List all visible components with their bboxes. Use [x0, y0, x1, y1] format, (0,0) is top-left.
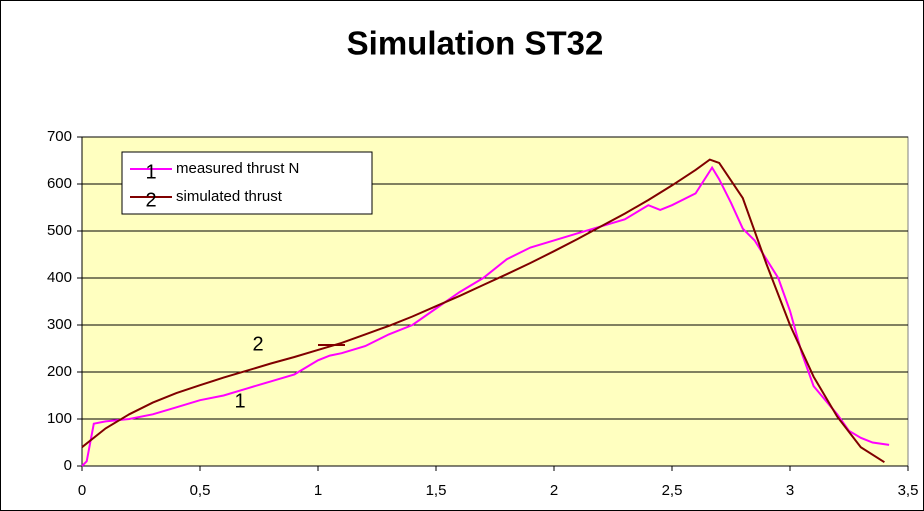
y-tick-label: 700	[47, 128, 72, 145]
x-tick-label: 0	[78, 482, 86, 499]
y-tick-label: 200	[47, 363, 72, 380]
chart-title: Simulation ST32	[347, 25, 604, 62]
y-tick-label: 100	[47, 410, 72, 427]
x-tick-label: 1,5	[426, 482, 447, 499]
x-tick-label: 3	[786, 482, 794, 499]
x-tick-label: 3,5	[898, 482, 919, 499]
series-line	[81, 158, 885, 464]
legend-label: simulated thrust	[176, 188, 283, 205]
series-line	[81, 165, 890, 467]
y-tick-label: 500	[47, 222, 72, 239]
legend-label: measured thrust N	[176, 160, 299, 177]
series-label: 1	[234, 390, 245, 412]
y-tick-label: 600	[47, 175, 72, 192]
series-label: 2	[252, 333, 263, 355]
y-tick-label: 0	[64, 457, 72, 474]
x-tick-label: 2	[550, 482, 558, 499]
y-tick-label: 300	[47, 316, 72, 333]
x-tick-label: 0,5	[190, 482, 211, 499]
y-tick-label: 400	[47, 269, 72, 286]
x-tick-label: 2,5	[662, 482, 683, 499]
legend-marker: 1	[145, 161, 156, 183]
x-tick-label: 1	[314, 482, 322, 499]
legend-marker: 2	[145, 189, 156, 211]
legend	[121, 151, 373, 215]
